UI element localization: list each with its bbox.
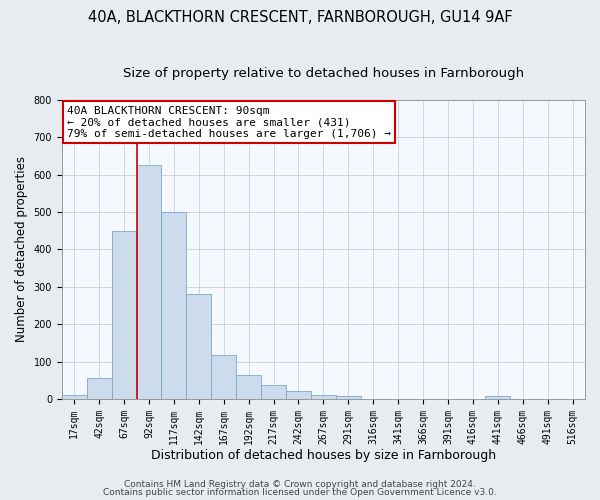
Bar bbox=[161, 212, 187, 399]
Bar bbox=[137, 165, 161, 399]
Bar bbox=[261, 385, 286, 399]
Bar bbox=[485, 396, 510, 399]
Bar bbox=[112, 230, 137, 399]
Bar bbox=[62, 395, 86, 399]
Title: Size of property relative to detached houses in Farnborough: Size of property relative to detached ho… bbox=[123, 68, 524, 80]
Text: 40A, BLACKTHORN CRESCENT, FARNBOROUGH, GU14 9AF: 40A, BLACKTHORN CRESCENT, FARNBOROUGH, G… bbox=[88, 10, 512, 25]
Bar bbox=[311, 395, 336, 399]
Bar bbox=[286, 390, 311, 399]
Bar bbox=[86, 378, 112, 399]
Bar bbox=[336, 396, 361, 399]
Bar bbox=[187, 294, 211, 399]
Text: 40A BLACKTHORN CRESCENT: 90sqm
← 20% of detached houses are smaller (431)
79% of: 40A BLACKTHORN CRESCENT: 90sqm ← 20% of … bbox=[67, 106, 391, 139]
Bar bbox=[211, 355, 236, 399]
Y-axis label: Number of detached properties: Number of detached properties bbox=[15, 156, 28, 342]
Text: Contains public sector information licensed under the Open Government Licence v3: Contains public sector information licen… bbox=[103, 488, 497, 497]
X-axis label: Distribution of detached houses by size in Farnborough: Distribution of detached houses by size … bbox=[151, 450, 496, 462]
Text: Contains HM Land Registry data © Crown copyright and database right 2024.: Contains HM Land Registry data © Crown c… bbox=[124, 480, 476, 489]
Bar bbox=[236, 376, 261, 399]
